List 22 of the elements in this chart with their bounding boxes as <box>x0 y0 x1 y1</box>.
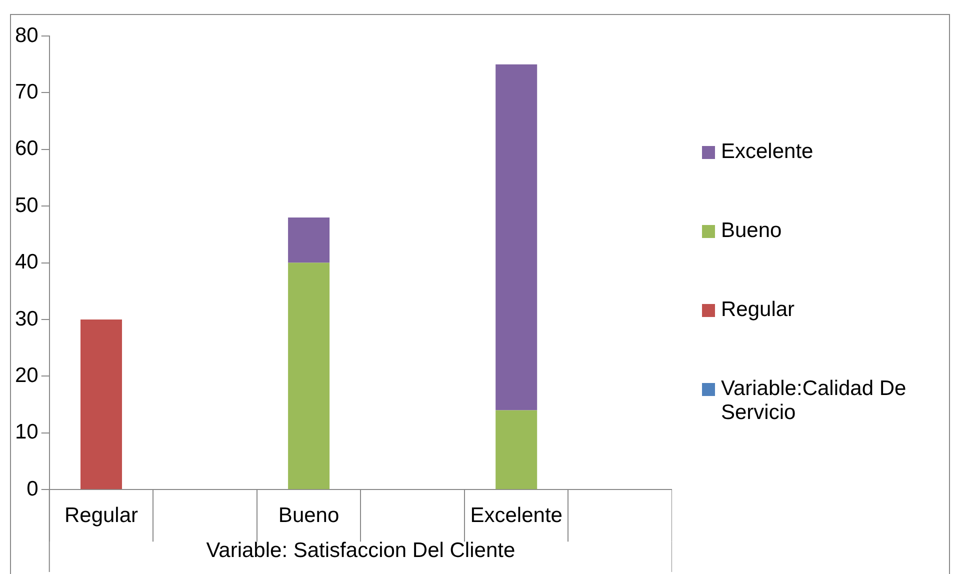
y-tick-label: 60 <box>15 137 38 160</box>
x-tick-label: Regular <box>64 504 138 527</box>
x-axis-title: Variable: Satisfaccion Del Cliente <box>206 539 516 562</box>
bar <box>80 320 122 490</box>
y-tick-label: 30 <box>15 307 38 330</box>
x-tick-label: Bueno <box>278 504 340 527</box>
y-tick-label: 70 <box>15 80 38 104</box>
y-tick-label: 50 <box>15 194 38 217</box>
y-tick-label: 40 <box>15 250 38 274</box>
bar <box>496 410 538 490</box>
y-tick-label: 0 <box>26 477 38 500</box>
bar <box>288 262 330 490</box>
bar <box>288 217 330 263</box>
legend-label: Excelente <box>721 140 814 164</box>
legend-label: Bueno <box>721 219 782 243</box>
y-tick-label: 10 <box>15 420 38 444</box>
legend-label: Variable:Calidad De Servicio <box>721 377 908 425</box>
x-tick-label: Excelente <box>470 504 562 527</box>
y-tick-label: 20 <box>15 364 38 387</box>
y-tick-label: 80 <box>15 24 38 47</box>
bar <box>496 64 538 410</box>
legend-label: Regular <box>721 298 795 322</box>
